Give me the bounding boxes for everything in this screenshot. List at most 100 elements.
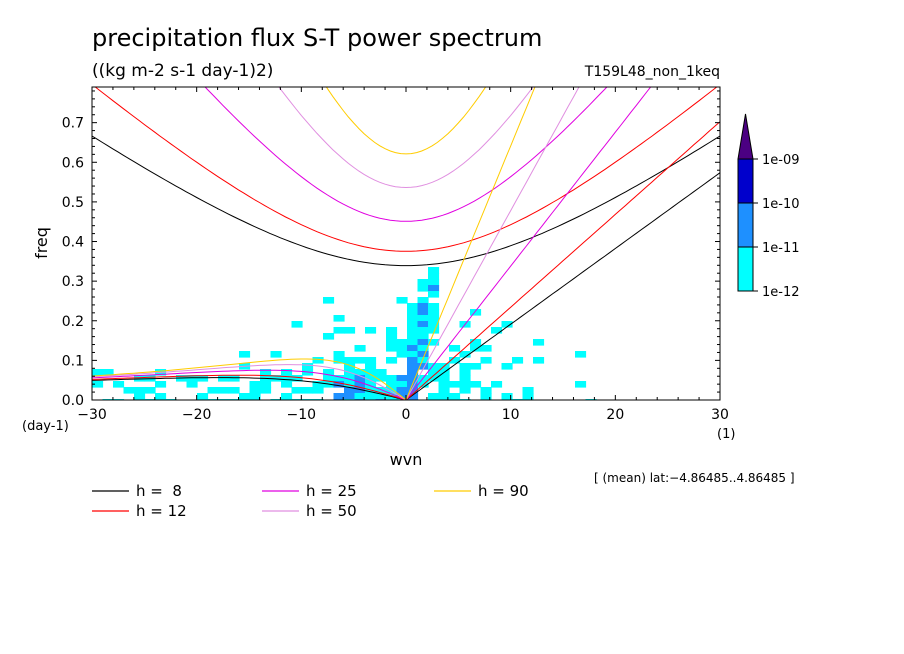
spectrum-cell (396, 387, 408, 394)
y-tick-label: 0.1 (62, 353, 84, 369)
spectrum-cell (470, 345, 482, 352)
spectrum-cell (396, 345, 408, 352)
spectrum-cell (438, 387, 450, 394)
spectrum-cell (386, 381, 398, 388)
kelvin-curve (405, 87, 536, 400)
spectrum-cell (365, 381, 377, 388)
y-tick-label: 0.7 (62, 116, 84, 132)
spectrum-cell (228, 387, 240, 394)
spectrum-cell (459, 369, 471, 376)
spectrum-cell (323, 369, 335, 376)
spectrum-cell (333, 375, 345, 382)
spectrum-cell (281, 381, 293, 388)
spectrum-cell (417, 339, 429, 346)
spectrum-cell (92, 369, 104, 376)
x-tick-label: 10 (502, 407, 520, 423)
dispersion-curves (92, 87, 720, 400)
spectrum-cell (281, 375, 293, 382)
spectrum-cell (291, 387, 303, 394)
spectrum-cell (396, 375, 408, 382)
y-tick-label: 0.0 (62, 393, 84, 409)
spectrum-cell (428, 369, 440, 376)
gravity-wave-curve (94, 87, 718, 252)
spectrum-cell (344, 393, 356, 400)
spectrum-cell (512, 357, 524, 364)
region-note: [ (mean) lat:−4.86485..4.86485 ] (594, 471, 795, 485)
spectrum-cell (428, 267, 440, 274)
kelvin-curve (405, 87, 580, 400)
spectrum-cell (417, 333, 429, 340)
spectrum-cell (438, 381, 450, 388)
spectrum-cell (344, 381, 356, 388)
spectrum-cell (386, 387, 398, 394)
spectrum-cell (333, 393, 345, 400)
curve-legend: h = 8 h = 12 h = 25 h = 50 h = 90 (92, 482, 529, 520)
spectrum-cell (407, 303, 419, 310)
spectrum-cell (407, 315, 419, 322)
spectrum-cell (428, 327, 440, 334)
spectrum-cell (407, 363, 419, 370)
x-tick-label: 0 (402, 407, 411, 423)
spectrum-cell (459, 375, 471, 382)
spectrum-cell (134, 387, 146, 394)
spectrum-cell (270, 351, 282, 358)
spectrum-cell (323, 375, 335, 382)
y-tick-label: 0.6 (62, 155, 84, 171)
colorbar-extend-arrow (737, 113, 754, 160)
colorbar-band (737, 246, 754, 292)
spectrum-cell (186, 381, 198, 388)
spectrum-cell (470, 381, 482, 388)
spectrum-cell (428, 273, 440, 280)
legend-label: h = 90 (478, 482, 529, 500)
spectrum-cell (417, 321, 429, 328)
spectrum-cell (470, 363, 482, 370)
spectrum-cell (291, 375, 303, 382)
spectrum-cell (533, 339, 545, 346)
spectrum-cell (113, 381, 125, 388)
spectrum-cell (407, 351, 419, 358)
rossby-curve (92, 374, 407, 400)
x-tick-label: −30 (77, 407, 107, 423)
x-axis-title: wvn (390, 450, 423, 469)
spectrum-cell (228, 375, 240, 382)
spectrum-cell (218, 375, 230, 382)
colorbar-band (737, 202, 754, 248)
y-tick-label: 0.3 (62, 274, 84, 290)
spectrum-cell (365, 357, 377, 364)
spectrum-cell (365, 363, 377, 370)
spectrum-cell (428, 285, 440, 292)
spectrum-cell (449, 345, 461, 352)
spectrum-cell (449, 393, 461, 400)
spectrum-cell (333, 351, 345, 358)
spectrum-cell (575, 381, 587, 388)
spectrum-cell (438, 375, 450, 382)
colorbar-label: 1e-11 (762, 241, 800, 256)
spectrum-cell (354, 393, 366, 400)
spectrum-cell (260, 369, 272, 376)
spectrum-cell (522, 393, 534, 400)
spectrum-cell (438, 393, 450, 400)
chart-units: ((kg m-2 s-1 day-1)2) (92, 61, 273, 81)
spectrum-cell (396, 381, 408, 388)
x-tick-label: 30 (711, 407, 729, 423)
spectrum-cell (365, 369, 377, 376)
kelvin-curve (405, 172, 720, 400)
spectrum-cell (102, 369, 114, 376)
spectrum-cell (323, 297, 335, 304)
spectrum-cell (344, 327, 356, 334)
spectrum-cell (302, 387, 314, 394)
spectrum-cell (239, 351, 251, 358)
spectrum-cell (428, 303, 440, 310)
spectrum-cell (417, 327, 429, 334)
spectrum-cell (428, 279, 440, 286)
spectrum-cell (428, 291, 440, 298)
spectrum-cell (197, 393, 209, 400)
x-tick-label: −20 (182, 407, 212, 423)
spectrum-cell (459, 387, 471, 394)
y-tick-label: 0.5 (62, 195, 84, 211)
spectrum-cell (459, 381, 471, 388)
spectrum-cell (375, 387, 387, 394)
spectrum-cell (375, 375, 387, 382)
spectrum-cell (92, 381, 104, 388)
spectrum-cell (270, 375, 282, 382)
